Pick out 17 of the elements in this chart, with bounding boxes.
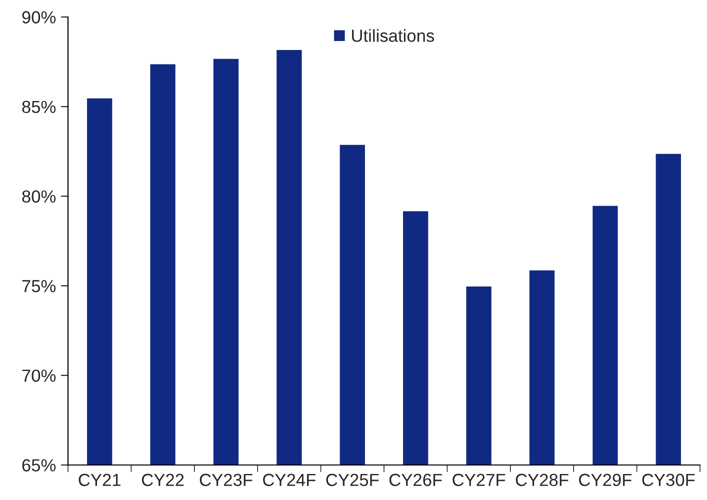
x-tick-label: CY23F <box>200 474 252 486</box>
y-tick-label: 70% <box>22 370 56 382</box>
x-tick-label: CY29F <box>579 474 632 486</box>
x-tick-label: CY21 <box>78 474 120 486</box>
y-tick-label: 85% <box>22 100 56 114</box>
y-tick-label: 75% <box>22 280 56 292</box>
legend-label: Utilisations <box>352 29 434 42</box>
x-tick-label: CY30F <box>642 474 695 486</box>
x-tick-label: CY24F <box>263 474 316 486</box>
x-tick-label: CY28F <box>516 474 568 486</box>
x-tick-label: CY22 <box>142 474 184 486</box>
x-tick-label: CY25F <box>326 474 379 486</box>
y-tick-label: 65% <box>22 459 56 472</box>
x-tick-label: CY27F <box>452 474 506 486</box>
x-tick-label: CY26F <box>389 474 442 486</box>
y-tick-label: 80% <box>22 190 56 203</box>
y-tick-label: 90% <box>22 11 56 24</box>
